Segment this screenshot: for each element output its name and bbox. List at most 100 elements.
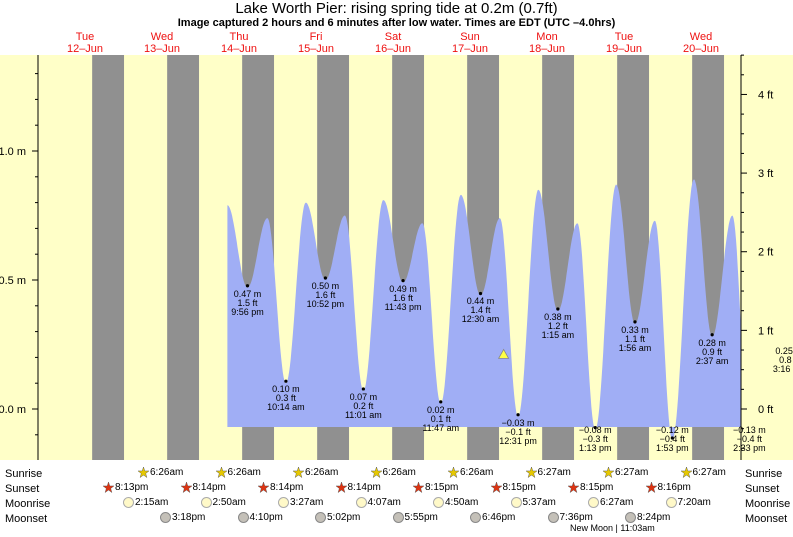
sunrise-time: 6:27am: [615, 467, 649, 479]
tide-event-label: 0.10 m 0.3 ft 10:14 am: [251, 385, 321, 412]
sunrise-entry: 6:26am: [447, 466, 494, 479]
moonset-icon: [315, 512, 326, 523]
day-header-date: 20–Jun: [683, 43, 719, 55]
extremum-dot: [401, 278, 405, 283]
moonset-entry: 5:55pm: [392, 512, 438, 524]
tide-event-ft: 1.6 ft: [393, 292, 414, 303]
tide-event-time: 3:16 am: [772, 363, 793, 374]
sunset-entry: 8:15pm: [567, 481, 614, 494]
extremum-dot: [633, 320, 637, 324]
sunrise-entry: 6:27am: [679, 466, 726, 479]
sunrise-star-icon: [524, 466, 538, 479]
moonrise-entry: 6:27am: [588, 497, 633, 509]
moonrise-time: 4:50am: [445, 497, 479, 509]
extremum-dot: [593, 426, 597, 430]
sunrise-entry: 6:26am: [369, 466, 416, 479]
tide-event-time: 9:56 pm: [231, 306, 264, 317]
tide-event-label: −0.13 m −0.4 ft 2:33 pm: [714, 426, 784, 453]
day-header-dow: Sat: [385, 31, 402, 43]
day-header-date: 14–Jun: [221, 43, 257, 55]
sunset-entry: 8:13pm: [102, 481, 148, 494]
sunrise-label-right: Sunrise: [745, 468, 783, 480]
tide-event-label: 0.44 m 1.4 ft 12:30 am: [446, 297, 516, 324]
tide-event-time: 1:15 am: [541, 329, 575, 340]
tide-event-time: 1:13 pm: [578, 443, 612, 453]
moonrise-time: 6:27am: [600, 497, 634, 509]
moonrise-icon: [123, 497, 134, 508]
sunrise-label-left: Sunrise: [5, 468, 43, 480]
tide-event-ft: −0.4 ft: [659, 434, 685, 444]
tide-event-ft: 0.9 ft: [702, 346, 723, 357]
tide-event-ft: 1.1 ft: [624, 333, 645, 344]
sunset-entry: 8:15pm: [489, 481, 536, 494]
tide-event-label: −0.12 m −0.4 ft 1:53 pm: [637, 426, 707, 453]
moonrise-label-right: Moonrise: [745, 498, 791, 510]
right-tick-label: 1 ft: [758, 325, 773, 337]
sunset-star-icon: [567, 481, 580, 494]
sunset-star-icon: [102, 481, 115, 494]
moonset-icon: [470, 512, 481, 523]
moonset-icon: [237, 512, 249, 523]
moonset-entry: 7:36pm: [547, 512, 593, 524]
tide-event-ft: 0.8 ft: [779, 354, 793, 365]
sunrise-star-icon: [679, 466, 693, 479]
moonrise-entry: 4:50am: [433, 497, 478, 509]
moonset-label-left: Moonset: [5, 513, 48, 525]
moonrise-icon: [200, 497, 212, 508]
tide-event-m: 0.28 m: [698, 337, 726, 348]
day-header-date: 16–Jun: [375, 43, 411, 55]
tide-event-time: 1:53 pm: [656, 443, 689, 453]
tide-event-time: 2:37 am: [695, 355, 729, 366]
sunset-time: 8:15pm: [425, 482, 459, 494]
tide-event-ft: −0.4 ft: [736, 434, 763, 444]
tide-event-m: 0.44 m: [466, 296, 495, 307]
extremum-dot: [556, 307, 560, 311]
tide-event-ft: 1.6 ft: [315, 290, 336, 300]
tide-event-time: 12:30 am: [461, 314, 500, 325]
tide-event-label: 0.28 m 0.9 ft 2:37 am: [677, 337, 747, 366]
extremum-dot: [670, 436, 674, 440]
sunrise-star-icon: [447, 466, 460, 479]
tide-event-m: 0.25 m: [775, 345, 793, 356]
current-level-marker: [497, 348, 510, 359]
extremum-dot: [284, 379, 288, 383]
moonset-time: 6:46pm: [482, 512, 516, 524]
tide-event-time: 11:47 am: [422, 422, 460, 433]
day-header-date: 19–Jun: [606, 43, 642, 55]
day-header-dow: Sun: [460, 31, 480, 43]
tide-event-ft: 0.1 ft: [430, 413, 451, 424]
sunset-time: 8:15pm: [580, 482, 614, 494]
tide-event-label: 0.50 m 1.6 ft 10:52 pm: [290, 282, 360, 309]
right-axis-band: [741, 55, 793, 460]
tide-event-time: 10:52 pm: [306, 299, 345, 309]
day-header-date: 18–Jun: [529, 43, 565, 55]
moonset-entry: 3:18pm: [160, 512, 205, 524]
day-headers: Tue12–JunWed13–JunThu14–JunFri15–JunSat1…: [67, 31, 719, 55]
tide-event-label: 0.33 m 1.1 ft 1:56 am: [600, 325, 670, 353]
tide-event-time: 11:43 pm: [384, 301, 422, 312]
tide-event-m: 0.10 m: [272, 384, 300, 395]
new-moon-note: New Moon | 11:03am: [570, 523, 655, 533]
sunset-entry: 8:15pm: [412, 481, 459, 494]
tide-curve: [227, 174, 793, 443]
chart-subtitle: Image captured 2 hours and 6 minutes aft…: [177, 17, 616, 29]
sunset-entry: 8:14pm: [334, 481, 381, 494]
sunrise-time: 6:26am: [227, 467, 261, 479]
day-header-dow: Tue: [615, 31, 634, 43]
tide-event-m: −0.08 m: [578, 425, 612, 435]
moonrise-entry: 3:27am: [278, 497, 323, 509]
left-axis-band: [0, 55, 38, 460]
sunset-star-icon: [412, 481, 425, 494]
sunrise-time: 6:27am: [537, 467, 571, 479]
tide-event-label: 0.07 m 0.2 ft 11:01 am: [328, 392, 398, 420]
sunset-time: 8:14pm: [270, 482, 304, 494]
tide-event-label: 0.49 m 1.6 ft 11:43 pm: [368, 284, 438, 312]
moonset-time: 7:36pm: [559, 512, 593, 524]
tide-event-time: 11:01 am: [344, 409, 382, 420]
day-header-date: 17–Jun: [452, 43, 488, 55]
sunrise-time: 6:26am: [460, 467, 494, 479]
extremum-dot: [710, 333, 714, 337]
day-header-dow: Thu: [230, 31, 249, 43]
sunset-entry: 8:16pm: [644, 481, 691, 494]
moonrise-time: 4:07am: [367, 497, 401, 509]
